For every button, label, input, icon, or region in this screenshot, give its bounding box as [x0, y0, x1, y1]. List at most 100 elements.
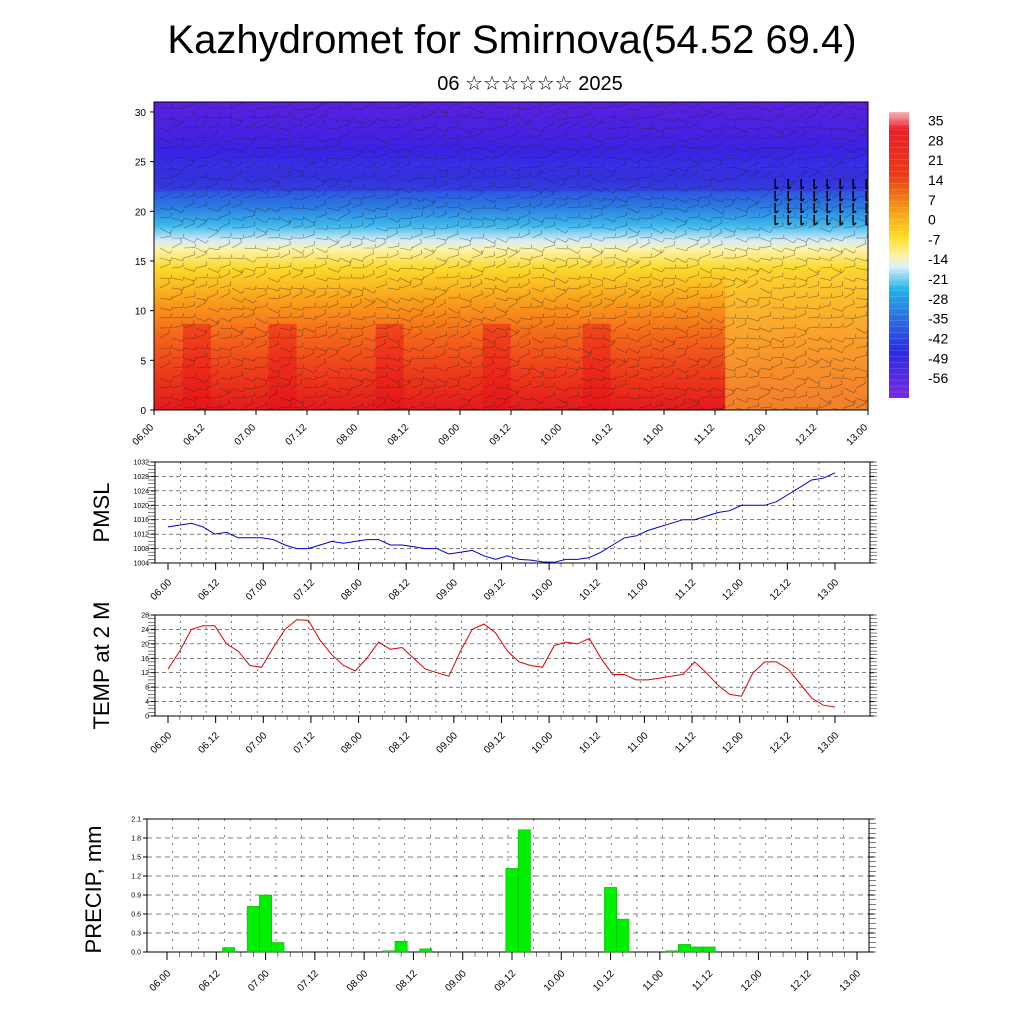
wind-barb-flag [793, 128, 797, 133]
wind-barb-flag [662, 347, 665, 352]
wind-barb [303, 347, 315, 351]
wind-barb-flag [193, 360, 195, 365]
wind-barb-flag [217, 330, 219, 335]
wind-barb-flag [228, 289, 231, 294]
temp-xtick-label: 09.00 [435, 730, 461, 756]
wind-barb [339, 177, 351, 183]
wind-barb-flag [685, 109, 689, 113]
wind-barb [435, 352, 446, 359]
wind-barb [819, 375, 831, 379]
wind-barb [687, 264, 699, 269]
wind-barb [639, 147, 650, 154]
wind-barb-flag [698, 184, 701, 189]
wind-barb-flag [685, 118, 689, 123]
wind-barb-flag [470, 386, 473, 391]
wind-barb-flag [326, 157, 329, 162]
wind-barb-flag [194, 243, 196, 248]
wind-barb [171, 366, 183, 369]
wind-barb [243, 215, 255, 219]
wind-barb [627, 277, 639, 282]
wind-barb [723, 203, 735, 209]
wind-barb [675, 187, 687, 192]
wind-barb [567, 216, 579, 219]
wind-barb-flag [420, 279, 423, 284]
strong-wind-barb-flag [774, 210, 779, 214]
wind-barb [843, 292, 855, 299]
wind-barb-flag [275, 388, 278, 393]
wind-barb-flag [650, 366, 653, 371]
wind-barb-flag [302, 268, 305, 272]
wind-barb-flag [614, 376, 617, 381]
wind-barb [207, 406, 219, 409]
wind-barb-flag [840, 158, 842, 163]
wind-barb [519, 185, 531, 189]
wind-barb-flag [529, 260, 531, 265]
wind-barb-flag [650, 113, 652, 118]
wind-barb [243, 137, 255, 141]
wind-barb-flag [853, 249, 857, 254]
wind-barb [795, 237, 807, 243]
wind-barb [807, 257, 819, 261]
wind-barb [267, 385, 279, 389]
wind-barb-flag [229, 389, 233, 394]
wind-barb-flag [697, 160, 699, 165]
wind-barb-flag [589, 279, 591, 284]
wind-barb [279, 287, 291, 291]
wind-barb [591, 377, 603, 381]
wind-barb-flag [458, 376, 461, 381]
wind-barb [519, 397, 531, 401]
heatmap-ytick-label: 30 [135, 108, 147, 119]
wind-barb-flag [266, 207, 269, 212]
wind-barb [495, 307, 507, 314]
wind-barb-flag [757, 258, 761, 263]
wind-barb-flag [468, 169, 471, 174]
wind-barb-flag [516, 128, 519, 133]
wind-barb [267, 367, 278, 374]
wind-barb [531, 187, 543, 193]
wind-barb [459, 357, 470, 364]
wind-barb-flag [302, 306, 305, 311]
wind-barb-flag [626, 334, 629, 339]
wind-barb [615, 163, 627, 169]
wind-barb-flag [410, 348, 413, 352]
wind-barb-flag [421, 369, 425, 373]
wind-barb-flag [482, 345, 485, 350]
wind-barb [747, 152, 758, 159]
wind-barb [699, 307, 711, 311]
wind-barb [759, 297, 771, 299]
wind-barb [531, 287, 543, 293]
wind-barb-flag [817, 380, 821, 384]
wind-barb-flag [182, 166, 185, 171]
wind-barb-flag [326, 284, 329, 289]
wind-barb [579, 315, 591, 319]
wind-barb-flag [590, 365, 593, 370]
wind-barb-flag [697, 360, 699, 365]
wind-barb [267, 145, 279, 149]
wind-barb-flag [360, 348, 362, 353]
wind-barb [663, 173, 675, 179]
wind-barb [279, 273, 291, 279]
wind-barb-flag [638, 175, 641, 180]
wind-barb-flag [385, 150, 387, 155]
wind-barb-flag [182, 135, 185, 140]
wind-barb-flag [326, 235, 329, 240]
wind-barb-flag [528, 218, 530, 223]
wind-barb [639, 236, 651, 239]
wind-barb [543, 285, 555, 289]
wind-barb [447, 283, 459, 289]
pmsl-xtick-label: 07.12 [292, 577, 318, 603]
pmsl-xtick-label: 07.00 [244, 577, 270, 603]
wind-barb [651, 237, 663, 243]
wind-barb-flag [386, 104, 389, 109]
wind-barb-flag [662, 194, 665, 199]
colorbar-label: 21 [928, 152, 944, 168]
wind-barb [699, 112, 710, 119]
wind-barb-flag [661, 249, 665, 254]
wind-barb-flag [458, 134, 461, 139]
wind-barb-flag [529, 209, 531, 214]
wind-barb [399, 104, 411, 109]
wind-barb [351, 287, 363, 291]
wind-barb [507, 132, 518, 139]
wind-barb-flag [768, 299, 771, 304]
